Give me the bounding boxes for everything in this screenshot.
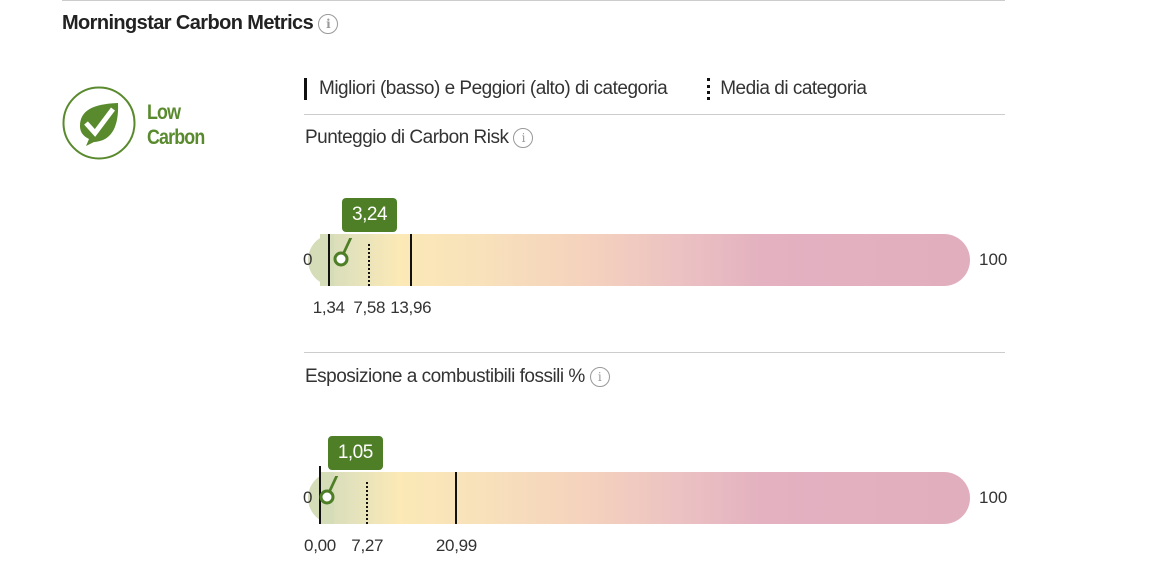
- average-tick-label: 7,58: [353, 298, 386, 317]
- max-label: 100: [979, 250, 1008, 269]
- average-tick-label: 7,27: [351, 536, 384, 555]
- divider: [304, 352, 1005, 353]
- section-title: Morningstar Carbon Metrics i: [62, 12, 339, 35]
- legend-average: Media di categoria: [720, 78, 867, 99]
- badge-line2: Carbon: [147, 126, 205, 149]
- badge-line1: Low: [147, 101, 181, 124]
- info-icon[interactable]: i: [513, 127, 534, 148]
- average-marker: [366, 482, 369, 524]
- gradient-bar: [308, 234, 970, 286]
- metric-label-text: Punteggio di Carbon Risk: [305, 127, 509, 148]
- legend-best-worst: Migliori (basso) e Peggiori (alto) di ca…: [319, 78, 668, 99]
- low-carbon-badge: Low Carbon: [147, 100, 205, 150]
- metric-label: Punteggio di Carbon Risk i: [305, 127, 534, 149]
- info-icon[interactable]: i: [318, 13, 339, 34]
- divider: [304, 114, 1005, 115]
- info-icon[interactable]: i: [589, 366, 610, 387]
- legend-dotted-marker: [707, 78, 711, 100]
- value-point: [319, 489, 335, 505]
- leaf-check-icon: [62, 86, 136, 160]
- best-marker: [327, 234, 330, 286]
- max-label: 100: [979, 488, 1008, 507]
- value-bubble: 1,05: [327, 436, 383, 470]
- gradient-bar: [308, 472, 970, 524]
- best-tick-label: 1,34: [312, 298, 345, 317]
- legend-solid-marker: [304, 78, 307, 100]
- worst-marker: [409, 234, 412, 286]
- average-marker: [368, 244, 371, 286]
- metric-label-text: Esposizione a combustibili fossili %: [305, 366, 585, 387]
- worst-marker: [455, 472, 458, 524]
- metric-label: Esposizione a combustibili fossili % i: [305, 366, 610, 388]
- top-divider: [62, 0, 1005, 1]
- min-label: 0: [303, 488, 313, 507]
- worst-tick-label: 20,99: [435, 536, 477, 555]
- title-text: Morningstar Carbon Metrics: [62, 12, 314, 34]
- best-tick-label: 0,00: [304, 536, 336, 555]
- value-point: [333, 251, 349, 267]
- legend: Migliori (basso) e Peggiori (alto) di ca…: [304, 78, 867, 100]
- value-bubble: 3,24: [342, 198, 398, 232]
- min-label: 0: [303, 250, 313, 269]
- worst-tick-label: 13,96: [390, 298, 432, 317]
